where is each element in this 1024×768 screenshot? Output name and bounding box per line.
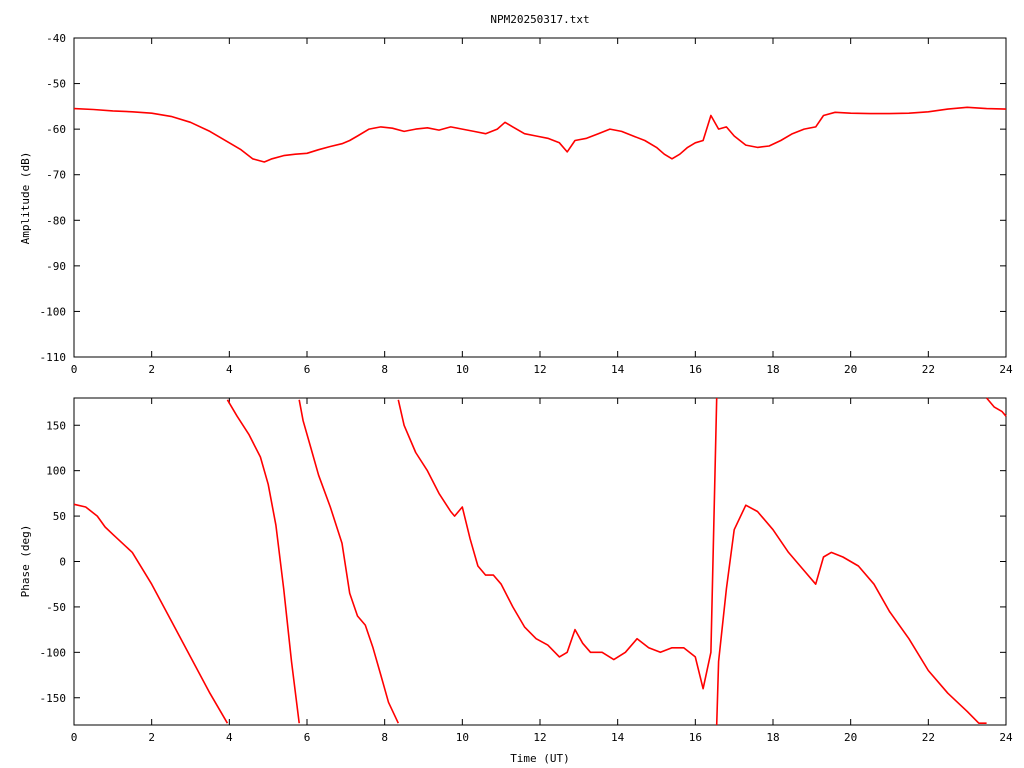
phase-xtick-label: 4 [226,731,233,744]
phase-ytick-label: 150 [46,419,66,432]
phase-xtick-label: 2 [148,731,155,744]
amplitude-ytick-label: -70 [46,169,66,182]
amplitude-series [73,106,1007,163]
phase-ytick-label: 100 [46,465,66,478]
phase-series [73,397,1007,726]
amplitude-ytick-label: -110 [40,351,67,364]
amplitude-ytick-label: -40 [46,32,66,45]
phase-series-line [397,397,718,690]
amplitude-xtick-label: 14 [611,363,625,376]
amplitude-ytick-label: -60 [46,123,66,136]
amplitude-ytick-label: -90 [46,260,66,273]
phase-xtick-label: 20 [844,731,857,744]
phase-xtick-label: 24 [999,731,1013,744]
phase-xlabel: Time (UT) [510,752,570,765]
amplitude-xtick-label: 2 [148,363,155,376]
phase-xtick-label: 22 [922,731,935,744]
amplitude-series-line [73,106,1007,163]
amplitude-xtick-label: 4 [226,363,233,376]
phase-series-line [715,504,987,726]
amplitude-xtick-label: 24 [999,363,1013,376]
phase-panel: Phase (deg) Time (UT) 0 2 4 6 8 10 12 14 16 18 20 2… [19,397,1013,765]
phase-xticks: 0 2 4 6 8 10 12 14 16 18 20 22 24 [71,398,1013,744]
amplitude-ytick-label: -100 [40,305,67,318]
amplitude-xtick-label: 0 [71,363,78,376]
phase-ylabel: Phase (deg) [19,525,32,598]
phase-series-line [73,503,229,724]
amplitude-xtick-label: 18 [766,363,779,376]
phase-xtick-label: 12 [533,731,546,744]
phase-ytick-label: -100 [40,646,67,659]
phase-xtick-label: 18 [766,731,779,744]
phase-yticks: 150 100 50 0 -50 -100 -150 [40,419,1006,705]
amplitude-xtick-label: 20 [844,363,857,376]
amplitude-panel: Amplitude (dB) 0 2 4 6 8 10 12 14 16 18 20 22 24 -40… [19,32,1013,376]
amplitude-xtick-label: 6 [304,363,311,376]
amplitude-ytick-label: -80 [46,214,66,227]
phase-series-line [226,399,300,724]
amplitude-xtick-label: 16 [689,363,702,376]
phase-series-line [985,397,1007,417]
phase-ytick-label: -150 [40,692,67,705]
plot-title: NPM20250317.txt [490,13,589,26]
amplitude-ylabel: Amplitude (dB) [19,152,32,245]
phase-series-line [298,399,400,724]
amplitude-xticks: 0 2 4 6 8 10 12 14 16 18 20 22 24 [71,38,1013,376]
phase-plot-frame [73,397,1007,726]
amplitude-xtick-label: 22 [922,363,935,376]
phase-ytick-label: 0 [59,556,66,569]
amplitude-xtick-label: 10 [456,363,469,376]
phase-xtick-label: 0 [71,731,78,744]
phase-ytick-label: -50 [46,601,66,614]
phase-xtick-label: 10 [456,731,469,744]
phase-xtick-label: 14 [611,731,625,744]
amplitude-plot-frame [73,37,1007,358]
phase-xtick-label: 6 [304,731,311,744]
amplitude-xtick-label: 12 [533,363,546,376]
phase-ytick-label: 50 [53,510,66,523]
phase-xtick-label: 8 [381,731,388,744]
phase-xtick-label: 16 [689,731,702,744]
amplitude-yticks: -40 -50 -60 -70 -80 -90 -100 -110 [40,32,1006,364]
amplitude-xtick-label: 8 [381,363,388,376]
amplitude-ytick-label: -50 [46,78,66,91]
